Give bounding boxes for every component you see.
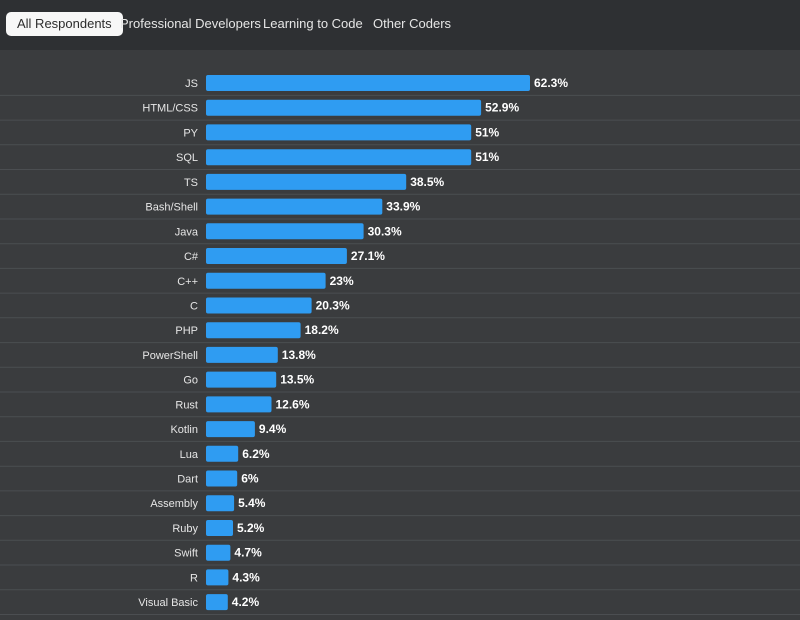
value-label: 13.8% (282, 348, 316, 362)
category-label: SQL (176, 152, 198, 164)
bar[interactable] (206, 594, 228, 611)
value-label: 13.5% (280, 373, 314, 387)
value-label: 27.1% (351, 249, 385, 263)
bar[interactable] (206, 75, 530, 91)
category-label: C (190, 301, 198, 313)
bar-chart: JS 62.3% HTML/CSS 52.9% PY 51% SQL 51% TS 38.5% Ba… (0, 75, 800, 615)
tab-other-coders[interactable]: Other Coders (373, 16, 452, 31)
category-label: Rust (175, 399, 198, 411)
value-label: 51% (475, 125, 499, 139)
value-label: 6% (241, 472, 259, 486)
category-label: HTML/CSS (142, 103, 198, 115)
value-label: 51% (475, 150, 499, 164)
bar[interactable] (206, 520, 233, 536)
category-label: Java (175, 226, 199, 238)
category-label: PowerShell (142, 350, 198, 362)
value-label: 6.2% (242, 447, 270, 461)
tab-all-respondents[interactable]: All Respondents (6, 12, 123, 36)
bar[interactable] (206, 99, 482, 116)
bar[interactable] (206, 396, 272, 413)
bar[interactable] (206, 297, 312, 314)
category-label: C# (184, 251, 199, 263)
bar[interactable] (206, 569, 229, 586)
category-label: Go (183, 375, 198, 387)
bar[interactable] (206, 445, 239, 462)
value-label: 20.3% (316, 299, 350, 313)
bar[interactable] (206, 544, 231, 561)
category-label: PHP (175, 325, 198, 337)
value-label: 52.9% (485, 101, 519, 115)
category-label: Visual Basic (138, 597, 198, 609)
bar[interactable] (206, 198, 383, 215)
value-label: 23% (330, 274, 354, 288)
value-label: 5.2% (237, 521, 265, 535)
value-label: 33.9% (386, 200, 420, 214)
category-label: R (190, 572, 198, 584)
category-label: PY (183, 127, 198, 139)
bar[interactable] (206, 124, 472, 141)
bar[interactable] (206, 223, 364, 240)
value-label: 38.5% (410, 175, 444, 189)
bar[interactable] (206, 495, 235, 512)
value-label: 12.6% (276, 397, 310, 411)
bar[interactable] (206, 322, 301, 339)
value-label: 30.3% (368, 224, 402, 238)
category-label: Bash/Shell (145, 202, 198, 214)
bar[interactable] (206, 149, 472, 166)
bar[interactable] (206, 272, 326, 289)
filter-tabbar: All Respondents Professional Developers … (0, 0, 800, 50)
value-label: 18.2% (305, 323, 339, 337)
category-label: Dart (177, 474, 198, 486)
category-label: Assembly (150, 498, 198, 510)
value-label: 4.2% (232, 595, 260, 609)
value-label: 4.3% (232, 570, 260, 584)
bar[interactable] (206, 470, 238, 487)
bar[interactable] (206, 173, 407, 190)
chart-area: JS 62.3% HTML/CSS 52.9% PY 51% SQL 51% TS 38.5% Ba… (0, 50, 800, 615)
value-label: 9.4% (259, 422, 287, 436)
tab-learning-to-code[interactable]: Learning to Code (263, 16, 363, 31)
tab-professional-developers[interactable]: Professional Developers (120, 16, 261, 31)
value-label: 4.7% (234, 546, 262, 560)
category-label: Ruby (172, 523, 198, 535)
value-label: 62.3% (534, 76, 568, 90)
category-label: JS (185, 78, 198, 90)
bar[interactable] (206, 421, 255, 438)
value-label: 5.4% (238, 496, 266, 510)
category-label: Swift (174, 548, 198, 560)
category-label: TS (184, 177, 198, 189)
bar[interactable] (206, 371, 277, 388)
category-label: Kotlin (170, 424, 198, 436)
category-label: Lua (180, 449, 199, 461)
bar[interactable] (206, 248, 347, 264)
bar[interactable] (206, 346, 278, 363)
category-label: C++ (177, 276, 198, 288)
